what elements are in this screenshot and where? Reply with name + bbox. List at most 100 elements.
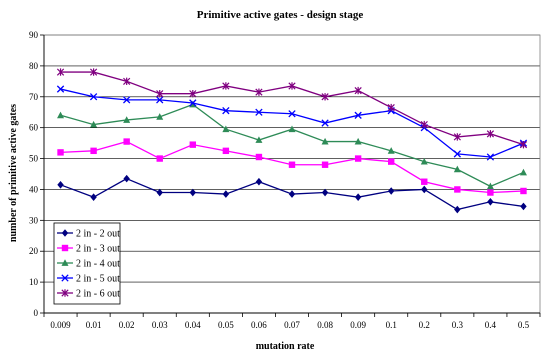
data-point [354, 86, 362, 95]
y-tick-label: 80 [29, 61, 39, 71]
data-point [387, 103, 395, 112]
x-tick-label: 0.02 [119, 320, 135, 330]
legend: 2 in - 2 out 2 in - 3 out 2 in - 4 out 2 in… [53, 222, 121, 305]
data-point [288, 161, 296, 168]
data-point [520, 187, 527, 195]
series-2 [57, 138, 527, 196]
data-point [388, 158, 395, 165]
x-tick-label: 0.009 [50, 320, 71, 330]
data-point [321, 93, 329, 101]
data-point [288, 190, 296, 198]
legend-label: 2 in - 5 out [76, 274, 120, 285]
data-point [321, 137, 329, 145]
data-point [454, 205, 461, 214]
data-point [123, 174, 130, 183]
y-tick-label: 30 [29, 215, 39, 225]
x-tick-label: 0.07 [284, 320, 300, 330]
legend-item: 2 in - 4 out [57, 259, 120, 270]
x-tick-label: 0.2 [419, 320, 430, 330]
data-point [421, 185, 428, 194]
data-point [388, 187, 395, 195]
data-point [486, 153, 495, 161]
data-point [89, 93, 98, 101]
chart-title: Primitive active gates - design stage [197, 9, 364, 21]
data-point [354, 193, 362, 201]
x-tick-label: 0.04 [185, 320, 201, 330]
data-point [123, 96, 131, 104]
data-point [189, 89, 197, 98]
series-1 [57, 174, 527, 214]
data-point [222, 125, 230, 133]
data-point [222, 82, 230, 90]
data-point [520, 202, 527, 211]
data-point [387, 147, 395, 154]
y-tick-label: 70 [29, 92, 39, 102]
series-group [56, 68, 528, 214]
data-point [61, 274, 69, 282]
data-point [123, 138, 130, 145]
data-point [222, 107, 230, 115]
data-point [89, 68, 98, 76]
y-tick-label: 10 [29, 277, 39, 287]
x-tick-label: 0.4 [485, 320, 497, 330]
data-point [354, 137, 362, 145]
x-tick-label: 0.1 [386, 320, 397, 330]
x-tick-label: 0.05 [218, 320, 234, 330]
data-point [354, 155, 362, 162]
legend-label: 2 in - 3 out [76, 244, 120, 255]
legend-item: 2 in - 3 out [57, 244, 120, 255]
data-point [57, 111, 65, 119]
data-point [57, 181, 64, 189]
data-point [61, 229, 69, 237]
legend-label: 2 in - 6 out [76, 289, 120, 300]
data-point [61, 259, 69, 266]
y-tick-label: 40 [29, 184, 39, 194]
x-tick-label: 0.06 [251, 320, 267, 330]
data-point [421, 178, 428, 185]
data-point [487, 198, 494, 206]
data-point [420, 120, 428, 129]
data-point [255, 177, 263, 186]
y-tick-label: 20 [29, 246, 39, 256]
legend-label: 2 in - 4 out [76, 259, 120, 270]
axes: 0 10 20 30 40 50 60 70 80 90 0.009 0.01 0.02 0.03 0.04… [29, 30, 541, 330]
data-point [321, 119, 329, 127]
data-point [519, 168, 527, 176]
data-point [61, 244, 69, 252]
data-point [189, 99, 197, 107]
y-tick-label: 90 [29, 30, 39, 40]
data-point [519, 140, 528, 149]
data-point [123, 116, 131, 123]
legend-item: 2 in - 5 out [57, 274, 120, 285]
y-tick-label: 60 [29, 123, 39, 133]
data-point [486, 130, 495, 138]
data-point [189, 100, 197, 108]
data-point [288, 82, 296, 90]
data-point [487, 189, 494, 196]
y-tick-label: 0 [34, 308, 39, 318]
data-point [453, 165, 461, 173]
x-tick-label: 0.5 [518, 320, 530, 330]
x-tick-label: 0.03 [152, 320, 168, 330]
y-tick-label: 50 [29, 154, 39, 164]
data-point [156, 155, 163, 162]
x-tick-label: 0.08 [317, 320, 333, 330]
x-tick-label: 0.09 [350, 320, 366, 330]
data-point [321, 161, 329, 168]
data-point [420, 157, 428, 165]
legend-label: 2 in - 2 out [76, 229, 120, 240]
data-point [453, 133, 461, 141]
data-point [90, 120, 98, 128]
series-3 [57, 100, 527, 190]
x-axis-title: mutation rate [256, 341, 315, 352]
data-point [255, 153, 263, 161]
data-point [189, 188, 196, 197]
data-point [321, 188, 329, 197]
data-point [288, 125, 296, 133]
data-point [90, 147, 97, 155]
legend-item: 2 in - 2 out [57, 229, 120, 240]
data-point [222, 147, 230, 155]
data-point [454, 186, 461, 193]
data-point [156, 96, 164, 104]
